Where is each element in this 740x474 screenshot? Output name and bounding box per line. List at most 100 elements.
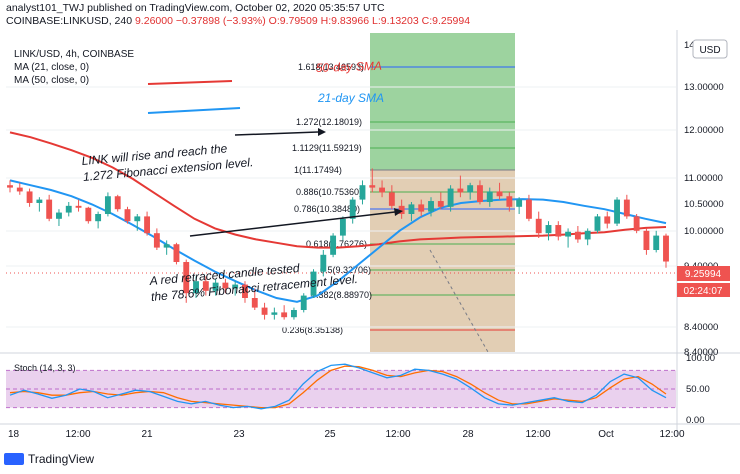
candle-body	[261, 307, 268, 315]
annotation-arrow	[189, 211, 396, 237]
price-axis-label: 8.40000	[684, 347, 718, 358]
time-axis-label: 21	[141, 429, 153, 440]
time-tag-value: 02:24:07	[684, 286, 723, 297]
time-tag: 02:24:07	[677, 283, 730, 297]
candle-body	[104, 196, 111, 214]
candle-body	[202, 281, 209, 291]
ticker-info: COINBASE:LINKUSD, 240 9.26000 −0.37898 (…	[6, 15, 470, 27]
candle-body	[339, 218, 346, 236]
candle-body	[95, 214, 102, 222]
candle-body	[663, 235, 669, 262]
candle-body	[46, 199, 53, 219]
fib-level-label: 0.5(9.32706)	[320, 265, 371, 275]
candle-body	[565, 231, 572, 237]
tradingview-logo-text: TradingView	[28, 452, 95, 466]
candle-body	[153, 233, 160, 248]
annotation-arrowhead	[318, 128, 326, 136]
footer-bar: TradingView	[0, 449, 740, 474]
candle-body	[144, 216, 151, 234]
fib-level-label: 0.382(8.88970)	[311, 290, 372, 300]
candle-body	[545, 225, 552, 234]
candle-body	[525, 199, 532, 219]
fib-extension-zone	[370, 33, 515, 170]
stoch-axis-label: 0.00	[686, 415, 705, 426]
time-axis-label: 25	[324, 429, 336, 440]
price-chart[interactable]: 1.618(13.46593) 1.272(12.18019) 1.1129(11.…	[0, 0, 740, 449]
candle-body	[379, 187, 385, 193]
candle-body	[614, 199, 620, 224]
candle-body	[56, 212, 62, 219]
price-panel-bg	[0, 30, 682, 354]
fib-level-label: 0.236(8.35138)	[282, 325, 343, 335]
candle-body	[320, 254, 327, 272]
candle-body	[124, 209, 131, 222]
candle-body	[408, 204, 415, 214]
fib-level-label: 1.1129(11.59219)	[292, 143, 362, 153]
stoch-label: Stoch (14, 3, 3)	[14, 363, 76, 373]
ticker-symbol: COINBASE:LINKUSD, 240	[6, 15, 133, 27]
fib-level-label: 1.618(13.46593)	[298, 62, 364, 72]
tradingview-logo-icon	[4, 453, 24, 465]
time-axis-label: 28	[462, 429, 474, 440]
chart-annotation: 21-day SMA	[317, 91, 384, 105]
publish-text: analyst101_TWJ published on TradingView.…	[6, 2, 385, 14]
chart-annotation: 50-day SMA	[316, 59, 382, 75]
candle-body	[75, 205, 82, 208]
candle-body	[594, 216, 601, 231]
candle-body	[114, 196, 121, 210]
legend-symbol: LINK/USD, 4h, COINBASE	[14, 49, 134, 60]
time-axis-label: 18	[8, 429, 20, 440]
candle-body	[555, 225, 562, 237]
price-axis-label: 10.50000	[684, 199, 724, 210]
candle-body	[653, 235, 660, 250]
candle-body	[467, 185, 474, 193]
legend-ma21-swatch	[147, 107, 241, 114]
ohlc-values: 9.26000 −0.37898 (−3.93%) O:9.79509 H:9.…	[134, 15, 471, 27]
annotation-arrowhead	[394, 208, 403, 216]
tradingview-logo[interactable]: TradingView	[4, 452, 94, 466]
candle-body	[65, 205, 72, 213]
fib-level-label: 1.272(12.18019)	[296, 117, 362, 127]
candle-body	[418, 204, 425, 212]
stoch-axis-label: 100.00	[686, 353, 715, 364]
candle-body	[643, 230, 650, 250]
candle-body	[330, 235, 337, 255]
candle-body	[300, 295, 307, 310]
candle-body	[604, 216, 611, 224]
candle-body	[574, 231, 581, 240]
candle-body	[134, 216, 141, 222]
candle-body	[584, 230, 591, 240]
candle-body	[26, 191, 33, 203]
fib-trend-dashed	[429, 249, 489, 353]
price-axis-label: 12.00000	[684, 125, 724, 136]
legend-ma50-swatch	[147, 80, 233, 85]
candle-body	[36, 199, 43, 203]
candle-body	[447, 188, 454, 207]
price-tag: 9.25994	[677, 266, 730, 281]
candle-body	[281, 312, 288, 318]
time-axis-label: 12:00	[385, 429, 410, 440]
candle-body	[271, 312, 278, 315]
candle-body	[428, 201, 434, 212]
price-axis-label: 10.00000	[684, 226, 724, 237]
candle-body	[163, 244, 170, 248]
fib-level-label: 0.786(10.38480)	[294, 204, 360, 214]
candle-body	[535, 218, 542, 234]
price-axis-label: 8.40000	[684, 322, 718, 333]
candle-body	[310, 271, 317, 296]
currency-badge[interactable]: USD	[692, 39, 728, 59]
time-axis-label: 23	[233, 429, 245, 440]
candle-body	[85, 207, 92, 222]
candle-body	[222, 282, 229, 289]
candle-body	[506, 196, 513, 207]
ma21-line	[9, 179, 667, 303]
candle-body	[16, 187, 23, 192]
candle-body	[633, 216, 640, 231]
price-axis-label: 11.00000	[684, 173, 723, 184]
price-axis-label: 13.00000	[684, 82, 724, 93]
candle-body	[457, 188, 464, 193]
stoch-band	[6, 370, 676, 408]
candle-body	[251, 298, 258, 308]
legend-ma21: MA (21, close, 0)	[14, 62, 89, 73]
candle-body	[183, 262, 190, 294]
